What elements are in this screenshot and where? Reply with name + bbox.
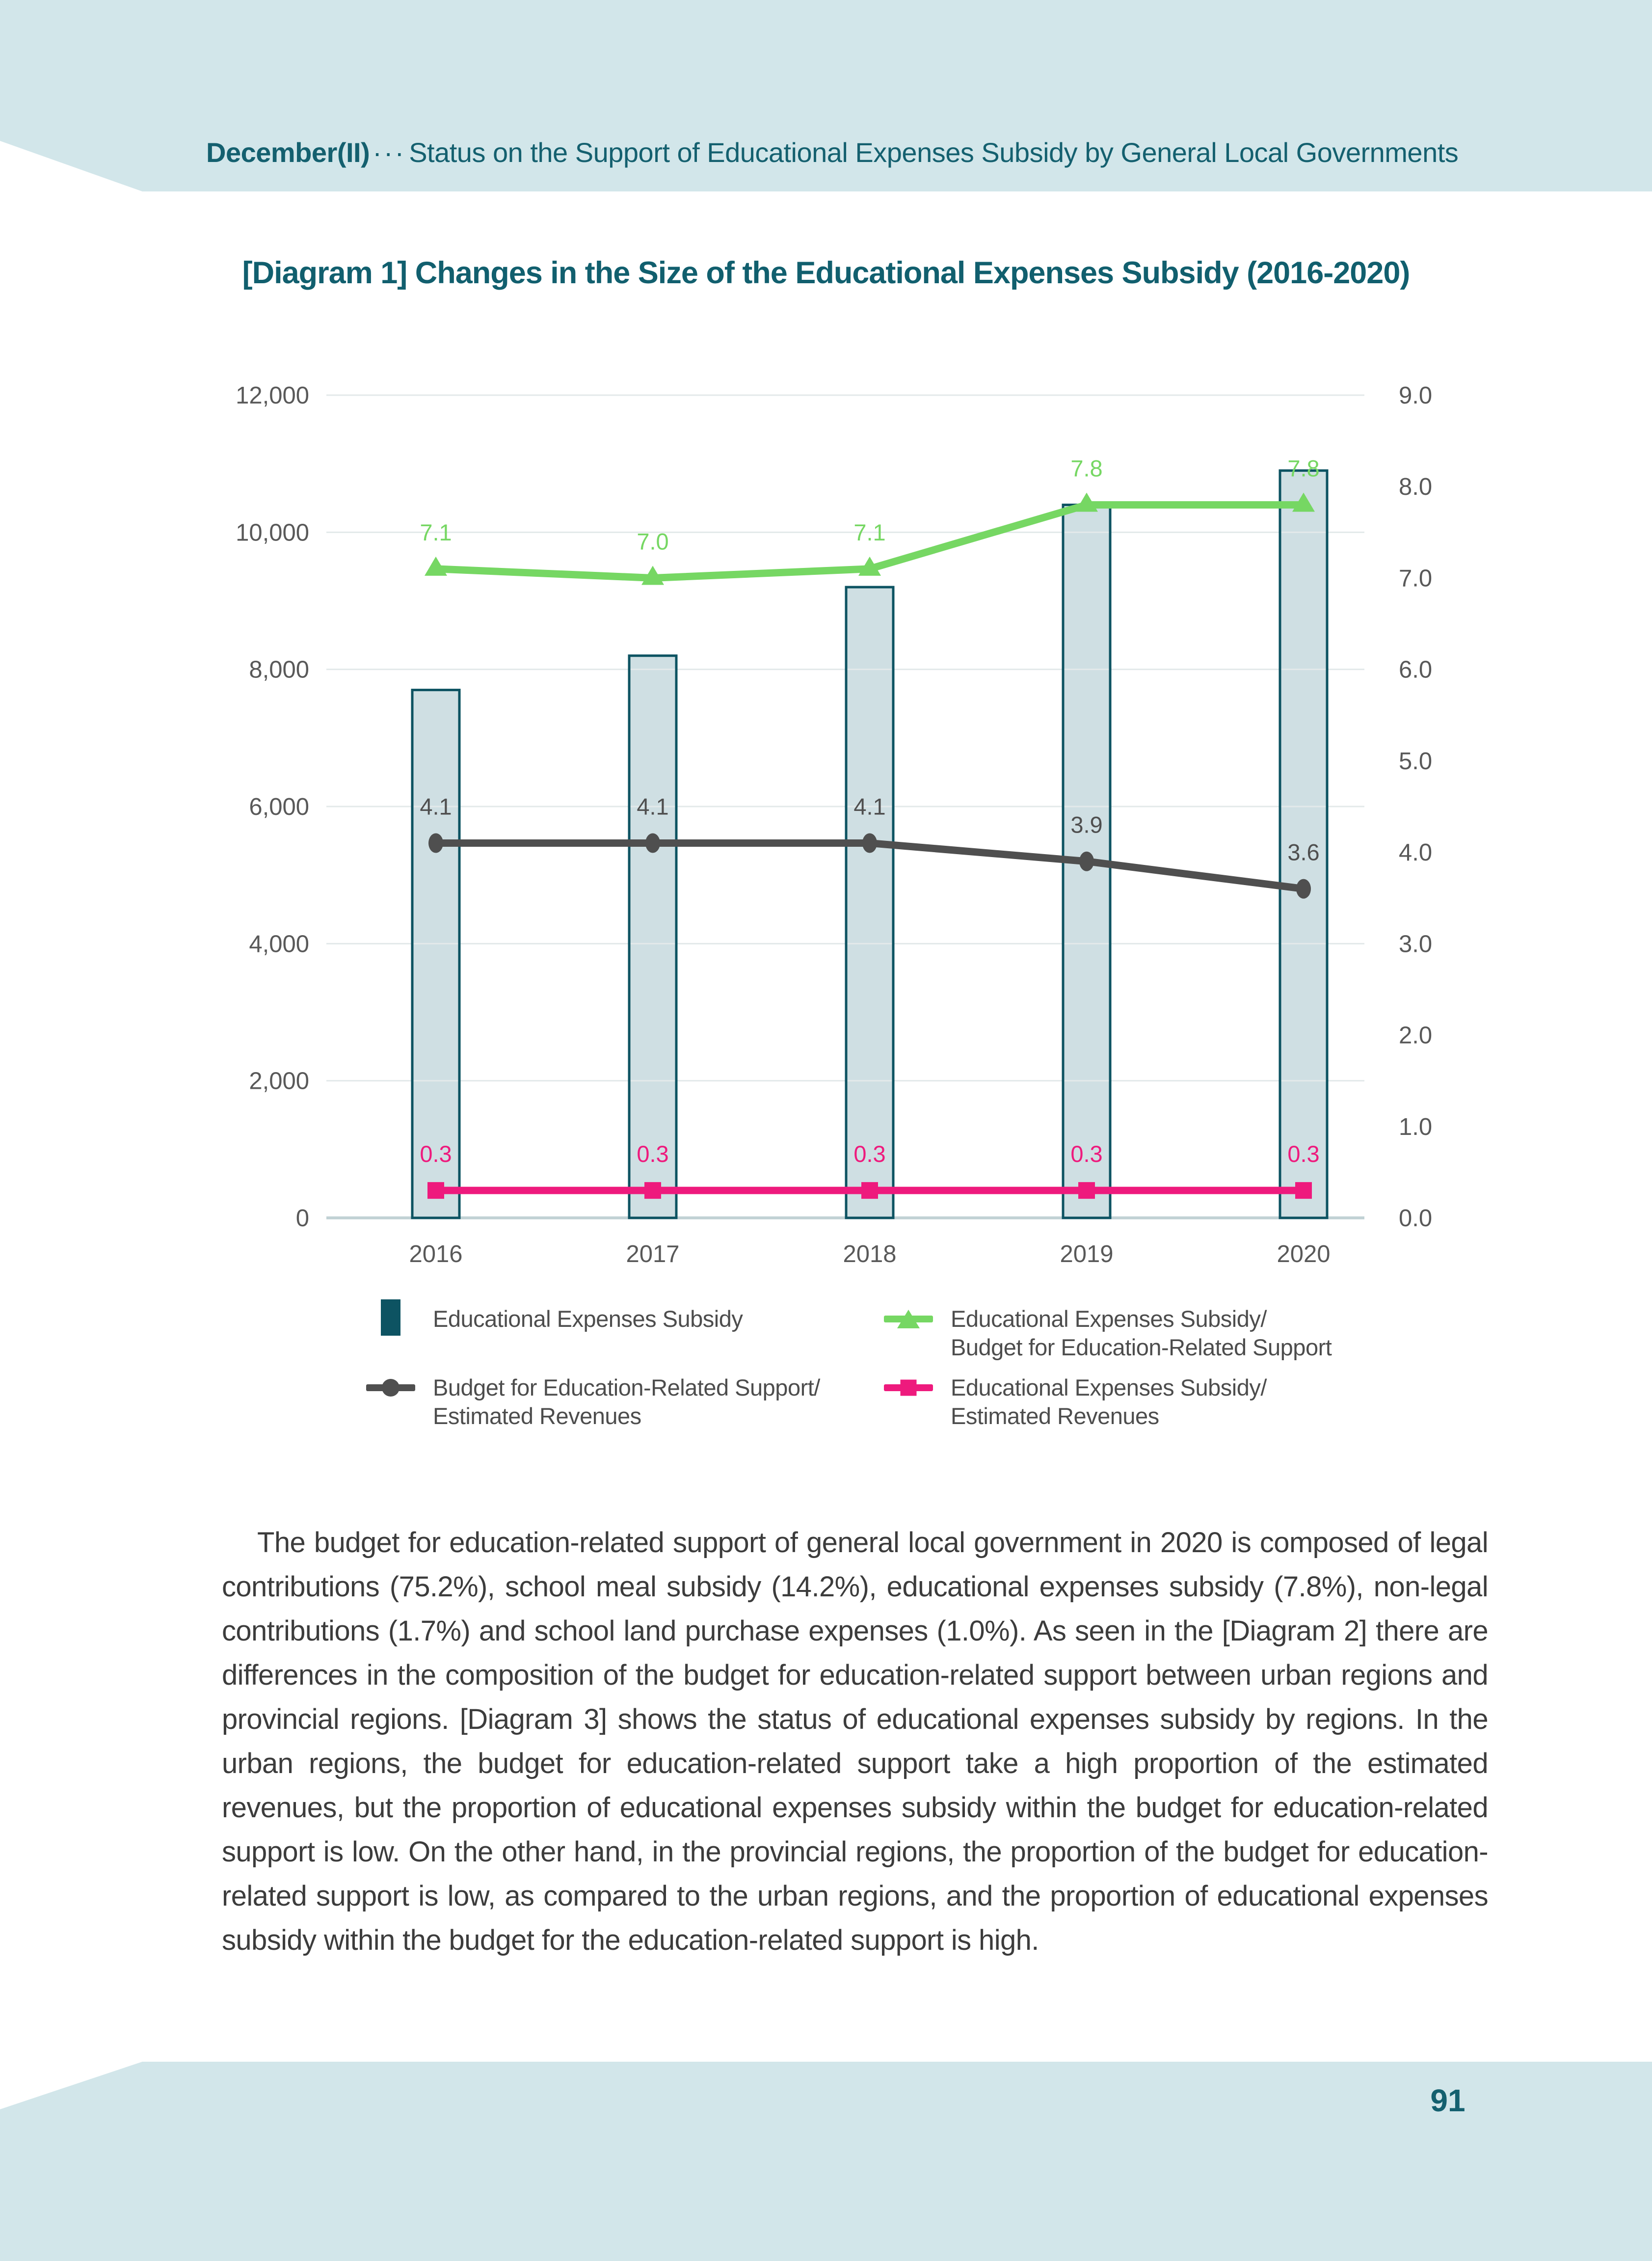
right-axis-tick: 4.0 xyxy=(1399,839,1432,866)
data-label: 0.3 xyxy=(637,1141,668,1167)
triangle-marker xyxy=(641,565,664,585)
right-axis-tick: 3.0 xyxy=(1399,931,1432,957)
data-label: 7.8 xyxy=(1287,455,1319,481)
data-label: 7.1 xyxy=(853,519,885,545)
x-axis-category: 2018 xyxy=(843,1241,896,1267)
right-axis-tick: 9.0 xyxy=(1399,382,1432,409)
data-label: 0.3 xyxy=(420,1141,452,1167)
left-axis-tick: 10,000 xyxy=(236,519,309,546)
bar-2017 xyxy=(629,655,676,1218)
right-axis-tick: 0.0 xyxy=(1399,1205,1432,1232)
circle-marker xyxy=(862,833,877,853)
square-marker xyxy=(644,1182,661,1199)
data-label: 4.1 xyxy=(637,793,668,819)
left-axis-tick: 8,000 xyxy=(249,657,309,683)
data-label: 4.1 xyxy=(853,793,885,819)
right-axis-tick: 7.0 xyxy=(1399,565,1432,592)
right-axis-tick: 2.0 xyxy=(1399,1023,1432,1049)
right-axis-tick: 6.0 xyxy=(1399,657,1432,683)
triangle-marker xyxy=(425,556,447,576)
right-axis-tick: 8.0 xyxy=(1399,474,1432,500)
x-axis-category: 2019 xyxy=(1060,1241,1113,1267)
bar-2018 xyxy=(846,587,893,1218)
left-axis-tick: 2,000 xyxy=(249,1068,309,1095)
data-label: 3.6 xyxy=(1287,839,1319,865)
circle-marker xyxy=(428,833,443,853)
header-title: Status on the Support of Educational Exp… xyxy=(409,137,1459,168)
page-number: 91 xyxy=(1430,2083,1465,2118)
left-axis-tick: 6,000 xyxy=(249,794,309,820)
square-marker xyxy=(861,1182,878,1199)
left-axis-tick: 0 xyxy=(296,1205,309,1232)
header-separator: ··· xyxy=(373,137,406,168)
data-label: 4.1 xyxy=(420,793,452,819)
body-paragraph: The budget for education-related support… xyxy=(222,1527,1489,1956)
bar-outline-2018 xyxy=(845,586,895,1219)
chart-svg: 7.1 7.0 7.1 7.8 7.8 4.1 4.1 4.1 3.9 3.6 0.3 0.3 0.3 0… xyxy=(236,382,1432,1267)
circle-marker xyxy=(645,833,660,853)
x-axis-category: 2016 xyxy=(409,1241,462,1267)
bar-2020 xyxy=(1280,470,1327,1218)
bar-outline-2020 xyxy=(1279,469,1329,1219)
data-label: 3.9 xyxy=(1070,812,1102,838)
bar-outline-2016 xyxy=(411,689,461,1219)
circle-marker xyxy=(1296,879,1311,899)
triangle-marker xyxy=(1292,492,1315,512)
x-axis-category: 2020 xyxy=(1277,1241,1330,1267)
bar-2016 xyxy=(412,690,459,1218)
triangle-marker xyxy=(1075,492,1098,512)
data-label: 7.8 xyxy=(1070,455,1102,481)
left-axis-tick: 12,000 xyxy=(236,382,309,409)
diagram-1-chart: 7.1 7.0 7.1 7.8 7.8 4.1 4.1 4.1 3.9 3.6 0.3 0.3 0.3 0… xyxy=(0,319,1652,1325)
data-label: 0.3 xyxy=(1070,1141,1102,1167)
circle-marker xyxy=(1079,851,1094,871)
header-edition: December(II) xyxy=(206,137,370,168)
bar-outline-2017 xyxy=(628,654,678,1219)
square-marker xyxy=(1295,1182,1312,1199)
x-axis-category: 2017 xyxy=(626,1241,679,1267)
square-marker xyxy=(427,1182,444,1199)
right-axis-tick: 1.0 xyxy=(1399,1114,1432,1140)
right-axis-tick: 5.0 xyxy=(1399,748,1432,775)
data-label: 7.0 xyxy=(637,528,668,554)
page-header: December(II) ··· Status on the Support of … xyxy=(206,136,1580,168)
data-label: 0.3 xyxy=(1287,1141,1319,1167)
triangle-marker xyxy=(858,556,881,576)
left-axis-tick: 4,000 xyxy=(249,931,309,957)
data-label: 0.3 xyxy=(853,1141,885,1167)
square-marker xyxy=(1078,1182,1095,1199)
data-label: 7.1 xyxy=(420,519,452,545)
diagram-title: [Diagram 1] Changes in the Size of the E… xyxy=(242,256,1411,290)
